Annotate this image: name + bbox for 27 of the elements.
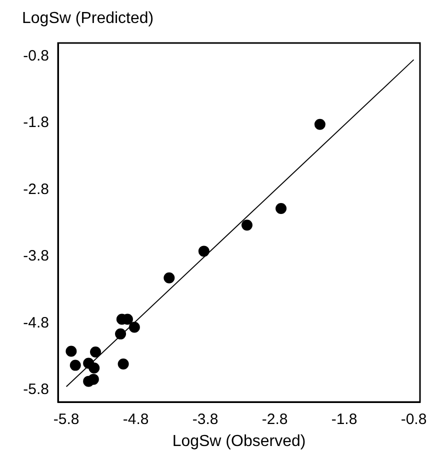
y-tick-label: -3.8 bbox=[23, 248, 49, 265]
point bbox=[118, 358, 129, 370]
point bbox=[66, 346, 77, 357]
y-axis-title: LogSw (Predicted) bbox=[22, 10, 154, 27]
y-tick-label: -2.8 bbox=[23, 180, 49, 198]
point bbox=[115, 328, 126, 340]
y-tick-label: -1.8 bbox=[23, 114, 49, 132]
point bbox=[164, 272, 175, 284]
point bbox=[88, 362, 100, 374]
y-tick-label: -0.8 bbox=[23, 47, 49, 64]
x-tick-label: -1.8 bbox=[331, 411, 358, 428]
point bbox=[198, 246, 210, 257]
x-tick-label: -0.8 bbox=[400, 411, 427, 428]
point bbox=[241, 220, 252, 231]
point bbox=[276, 202, 287, 214]
y-tick-label: -5.8 bbox=[23, 381, 49, 398]
point bbox=[70, 360, 81, 371]
point bbox=[90, 346, 102, 358]
point bbox=[128, 322, 140, 333]
x-tick-label: -5.8 bbox=[53, 411, 80, 428]
point bbox=[314, 118, 326, 130]
x-tick-label: -4.8 bbox=[122, 411, 149, 428]
x-tick-label: -3.8 bbox=[192, 411, 218, 428]
y-tick-label: -4.8 bbox=[23, 314, 49, 332]
x-axis-title: LogSw (Observed) bbox=[172, 433, 306, 450]
x-tick-label: -2.8 bbox=[262, 411, 288, 428]
point bbox=[88, 374, 99, 385]
